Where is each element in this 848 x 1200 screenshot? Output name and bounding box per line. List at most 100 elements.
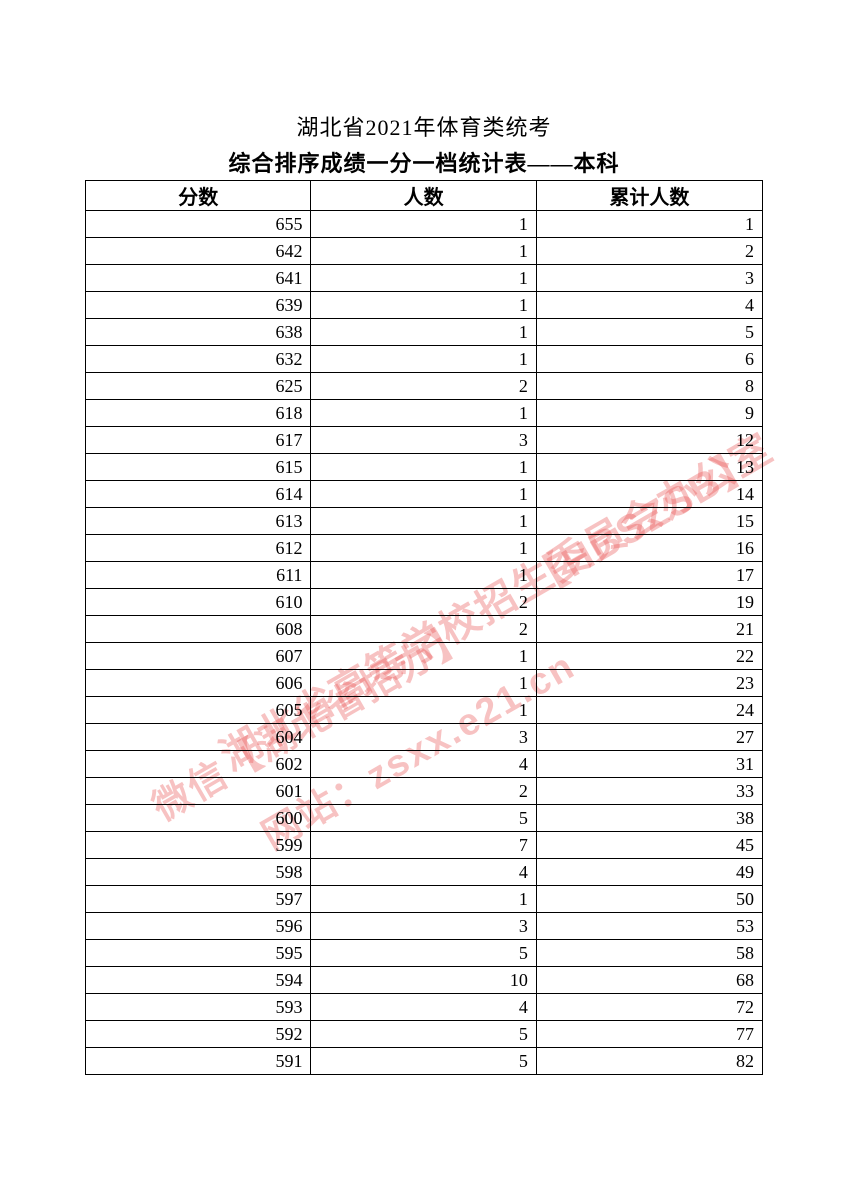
document-page: 湖北省2021年体育类统考 综合排序成绩一分一档统计表——本科 分数 人数 累计… bbox=[0, 0, 848, 1125]
table-cell: 604 bbox=[86, 724, 311, 751]
table-cell: 13 bbox=[536, 454, 762, 481]
table-cell: 82 bbox=[536, 1048, 762, 1075]
table-cell: 606 bbox=[86, 670, 311, 697]
table-row: 596353 bbox=[86, 913, 763, 940]
table-cell: 3 bbox=[536, 265, 762, 292]
table-cell: 22 bbox=[536, 643, 762, 670]
table-cell: 597 bbox=[86, 886, 311, 913]
table-cell: 617 bbox=[86, 427, 311, 454]
table-row: 606123 bbox=[86, 670, 763, 697]
table-cell: 58 bbox=[536, 940, 762, 967]
table-row: 62528 bbox=[86, 373, 763, 400]
table-cell: 1 bbox=[311, 292, 536, 319]
table-row: 602431 bbox=[86, 751, 763, 778]
table-cell: 600 bbox=[86, 805, 311, 832]
table-cell: 2 bbox=[311, 589, 536, 616]
table-cell: 1 bbox=[311, 508, 536, 535]
table-cell: 1 bbox=[311, 454, 536, 481]
table-row: 64212 bbox=[86, 238, 763, 265]
table-row: 598449 bbox=[86, 859, 763, 886]
table-cell: 4 bbox=[311, 859, 536, 886]
table-cell: 639 bbox=[86, 292, 311, 319]
table-cell: 592 bbox=[86, 1021, 311, 1048]
table-cell: 655 bbox=[86, 211, 311, 238]
table-row: 613115 bbox=[86, 508, 763, 535]
table-cell: 608 bbox=[86, 616, 311, 643]
table-cell: 605 bbox=[86, 697, 311, 724]
table-row: 597150 bbox=[86, 886, 763, 913]
table-row: 608221 bbox=[86, 616, 763, 643]
table-cell: 607 bbox=[86, 643, 311, 670]
table-cell: 1 bbox=[311, 643, 536, 670]
table-row: 615113 bbox=[86, 454, 763, 481]
table-cell: 3 bbox=[311, 913, 536, 940]
table-cell: 14 bbox=[536, 481, 762, 508]
table-cell: 24 bbox=[536, 697, 762, 724]
table-cell: 4 bbox=[311, 751, 536, 778]
table-cell: 1 bbox=[536, 211, 762, 238]
table-row: 604327 bbox=[86, 724, 763, 751]
table-cell: 2 bbox=[536, 238, 762, 265]
table-cell: 5 bbox=[311, 940, 536, 967]
table-cell: 16 bbox=[536, 535, 762, 562]
table-cell: 6 bbox=[536, 346, 762, 373]
table-cell: 77 bbox=[536, 1021, 762, 1048]
table-row: 64113 bbox=[86, 265, 763, 292]
table-row: 611117 bbox=[86, 562, 763, 589]
table-row: 607122 bbox=[86, 643, 763, 670]
table-cell: 1 bbox=[311, 211, 536, 238]
table-cell: 17 bbox=[536, 562, 762, 589]
table-cell: 2 bbox=[311, 778, 536, 805]
title-line-1: 湖北省2021年体育类统考 bbox=[85, 110, 763, 142]
table-cell: 31 bbox=[536, 751, 762, 778]
table-cell: 625 bbox=[86, 373, 311, 400]
table-cell: 4 bbox=[536, 292, 762, 319]
table-cell: 595 bbox=[86, 940, 311, 967]
table-cell: 23 bbox=[536, 670, 762, 697]
table-cell: 5 bbox=[311, 805, 536, 832]
table-cell: 598 bbox=[86, 859, 311, 886]
table-cell: 1 bbox=[311, 481, 536, 508]
table-row: 593472 bbox=[86, 994, 763, 1021]
table-cell: 591 bbox=[86, 1048, 311, 1075]
table-row: 612116 bbox=[86, 535, 763, 562]
table-row: 600538 bbox=[86, 805, 763, 832]
table-cell: 1 bbox=[311, 238, 536, 265]
table-cell: 33 bbox=[536, 778, 762, 805]
table-row: 5941068 bbox=[86, 967, 763, 994]
table-cell: 1 bbox=[311, 697, 536, 724]
table-cell: 50 bbox=[536, 886, 762, 913]
table-cell: 1 bbox=[311, 535, 536, 562]
table-cell: 2 bbox=[311, 373, 536, 400]
table-cell: 642 bbox=[86, 238, 311, 265]
table-cell: 599 bbox=[86, 832, 311, 859]
table-cell: 1 bbox=[311, 319, 536, 346]
table-row: 65511 bbox=[86, 211, 763, 238]
table-cell: 612 bbox=[86, 535, 311, 562]
score-distribution-table: 分数 人数 累计人数 65511642126411363914638156321… bbox=[85, 180, 763, 1075]
table-row: 63914 bbox=[86, 292, 763, 319]
table-cell: 38 bbox=[536, 805, 762, 832]
table-row: 599745 bbox=[86, 832, 763, 859]
table-cell: 45 bbox=[536, 832, 762, 859]
table-cell: 632 bbox=[86, 346, 311, 373]
table-cell: 15 bbox=[536, 508, 762, 535]
table-row: 601233 bbox=[86, 778, 763, 805]
table-cell: 5 bbox=[311, 1048, 536, 1075]
table-cell: 615 bbox=[86, 454, 311, 481]
table-cell: 611 bbox=[86, 562, 311, 589]
table-cell: 3 bbox=[311, 427, 536, 454]
table-cell: 601 bbox=[86, 778, 311, 805]
header-score: 分数 bbox=[86, 181, 311, 211]
table-row: 614114 bbox=[86, 481, 763, 508]
table-cell: 27 bbox=[536, 724, 762, 751]
table-row: 605124 bbox=[86, 697, 763, 724]
table-cell: 9 bbox=[536, 400, 762, 427]
table-row: 591582 bbox=[86, 1048, 763, 1075]
table-row: 63216 bbox=[86, 346, 763, 373]
table-row: 610219 bbox=[86, 589, 763, 616]
table-row: 595558 bbox=[86, 940, 763, 967]
table-cell: 5 bbox=[311, 1021, 536, 1048]
header-count: 人数 bbox=[311, 181, 536, 211]
table-body: 6551164212641136391463815632166252861819… bbox=[86, 211, 763, 1075]
